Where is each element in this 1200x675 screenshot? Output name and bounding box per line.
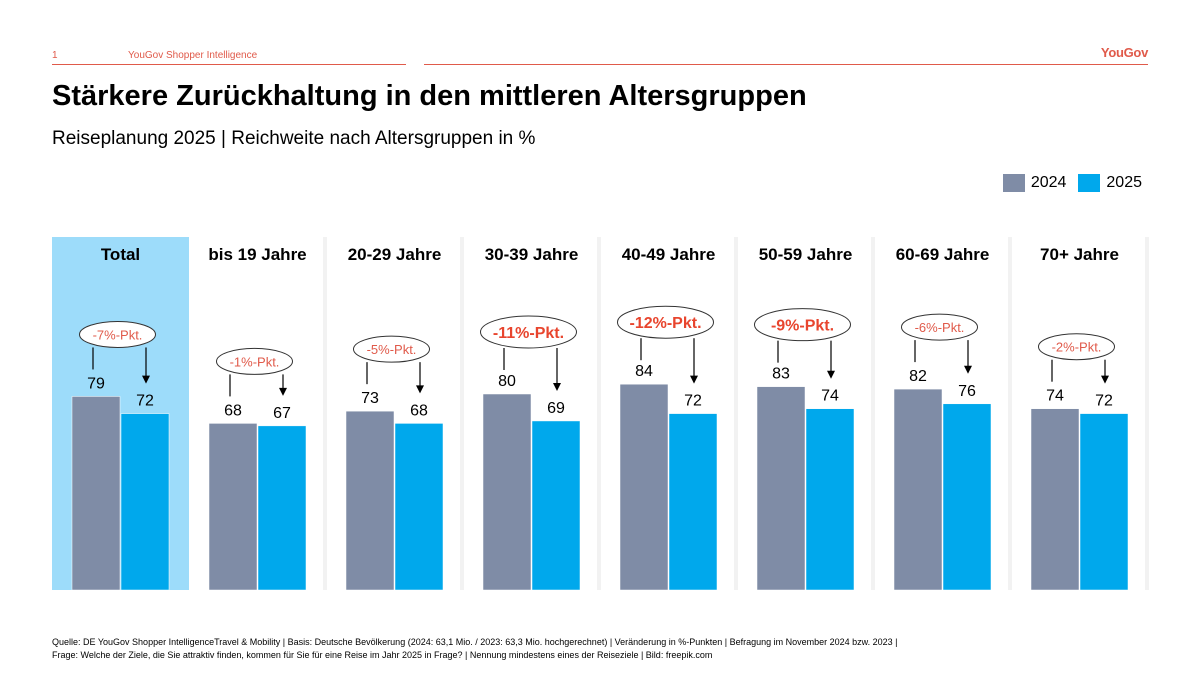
footer-question-line: Frage: Welche der Ziele, die Sie attrakt… <box>52 650 713 660</box>
header-rule-left <box>52 64 406 65</box>
bar-2024 <box>482 393 532 591</box>
category-label: Total <box>101 245 140 264</box>
header-rule-right <box>424 64 1148 65</box>
legend-item-2025: 2025 <box>1078 174 1142 192</box>
value-label-2024: 73 <box>361 390 379 407</box>
delta-label: -9%-Pkt. <box>771 318 834 335</box>
bar-2024 <box>208 423 258 591</box>
yougov-logo: YouGov <box>1100 45 1148 60</box>
delta-ellipse <box>754 308 851 342</box>
category-label: 70+ Jahre <box>1040 245 1119 264</box>
delta-arrow-head <box>690 375 698 384</box>
delta-arrow-head <box>142 375 150 384</box>
category-label: 40-49 Jahre <box>622 245 716 264</box>
delta-arrow-head <box>279 387 287 396</box>
delta-arrow-head <box>553 382 561 391</box>
page-title: Stärkere Zurückhaltung in den mittleren … <box>52 80 807 112</box>
legend-label-2025: 2025 <box>1106 174 1142 191</box>
value-label-2025: 72 <box>1095 393 1113 410</box>
delta-arrow-head <box>827 370 835 379</box>
delta-label: -11%-Pkt. <box>493 325 564 342</box>
bar-2024 <box>345 410 395 591</box>
delta-arrow-head <box>416 385 424 394</box>
legend-swatch-2025 <box>1078 174 1101 192</box>
bar-2024 <box>1030 408 1080 591</box>
category-label: 30-39 Jahre <box>485 245 579 264</box>
category-label: 20-29 Jahre <box>348 245 442 264</box>
group-separator <box>734 237 738 590</box>
value-label-2024: 84 <box>635 363 653 380</box>
group-separator <box>871 237 875 590</box>
chart-legend: 2024 2025 <box>991 174 1142 192</box>
value-label-2024: 82 <box>909 368 927 385</box>
footer-source-line: Quelle: DE YouGov Shopper IntelligenceTr… <box>52 637 898 647</box>
value-label-2025: 74 <box>821 388 839 405</box>
bar-2024 <box>71 396 121 591</box>
bar-2025 <box>257 425 307 591</box>
delta-label: -2%-Pkt. <box>1052 340 1102 355</box>
delta-ellipse <box>901 313 978 341</box>
group-separator <box>597 237 601 590</box>
value-label-2025: 72 <box>136 393 154 410</box>
delta-ellipse <box>1038 333 1115 361</box>
delta-arrow-head <box>1101 375 1109 384</box>
value-label-2025: 69 <box>547 400 565 417</box>
delta-ellipse <box>216 347 293 375</box>
delta-label: -7%-Pkt. <box>93 327 143 342</box>
bar-2025 <box>531 420 581 591</box>
page-number: 1 <box>52 50 58 61</box>
value-label-2025: 76 <box>958 383 976 400</box>
legend-item-2024: 2024 <box>1002 174 1067 192</box>
delta-ellipse <box>79 320 156 348</box>
group-separator <box>323 237 327 590</box>
bar-2025 <box>668 413 718 591</box>
value-label-2025: 68 <box>410 402 428 419</box>
bar-2025 <box>942 403 992 591</box>
bar-2024 <box>619 383 669 591</box>
bar-2024 <box>756 386 806 591</box>
category-label: 50-59 Jahre <box>759 245 853 264</box>
delta-label: -12%-Pkt. <box>629 315 701 332</box>
group-separator <box>1145 237 1149 590</box>
value-label-2024: 74 <box>1046 388 1064 405</box>
group-separator <box>1008 237 1012 590</box>
page-subtitle: Reiseplanung 2025 | Reichweite nach Alte… <box>52 128 536 149</box>
delta-label: -1%-Pkt. <box>230 354 280 369</box>
value-label-2024: 68 <box>224 402 242 419</box>
bar-2025 <box>120 413 170 591</box>
delta-arrow-head <box>964 365 972 374</box>
bar-2025 <box>805 408 855 591</box>
value-label-2024: 79 <box>87 375 105 392</box>
value-label-2024: 80 <box>498 373 516 390</box>
bar-2025 <box>394 423 444 591</box>
group-separator <box>460 237 464 590</box>
delta-ellipse <box>617 305 714 339</box>
value-label-2024: 83 <box>772 366 790 383</box>
delta-label: -6%-Pkt. <box>915 320 965 335</box>
legend-swatch-2024 <box>1002 174 1025 192</box>
category-label: bis 19 Jahre <box>208 245 306 264</box>
delta-ellipse <box>480 315 577 349</box>
bar-2025 <box>1079 413 1129 591</box>
legend-label-2024: 2024 <box>1030 174 1067 191</box>
value-label-2025: 72 <box>684 393 702 410</box>
delta-ellipse <box>353 335 430 363</box>
footer-notes: Quelle: DE YouGov Shopper IntelligenceTr… <box>52 636 1152 662</box>
value-label-2025: 67 <box>273 405 291 422</box>
category-label: 60-69 Jahre <box>896 245 990 264</box>
delta-label: -5%-Pkt. <box>367 342 417 357</box>
header-source-label: YouGov Shopper Intelligence <box>128 50 258 61</box>
bar-2024 <box>893 388 943 591</box>
